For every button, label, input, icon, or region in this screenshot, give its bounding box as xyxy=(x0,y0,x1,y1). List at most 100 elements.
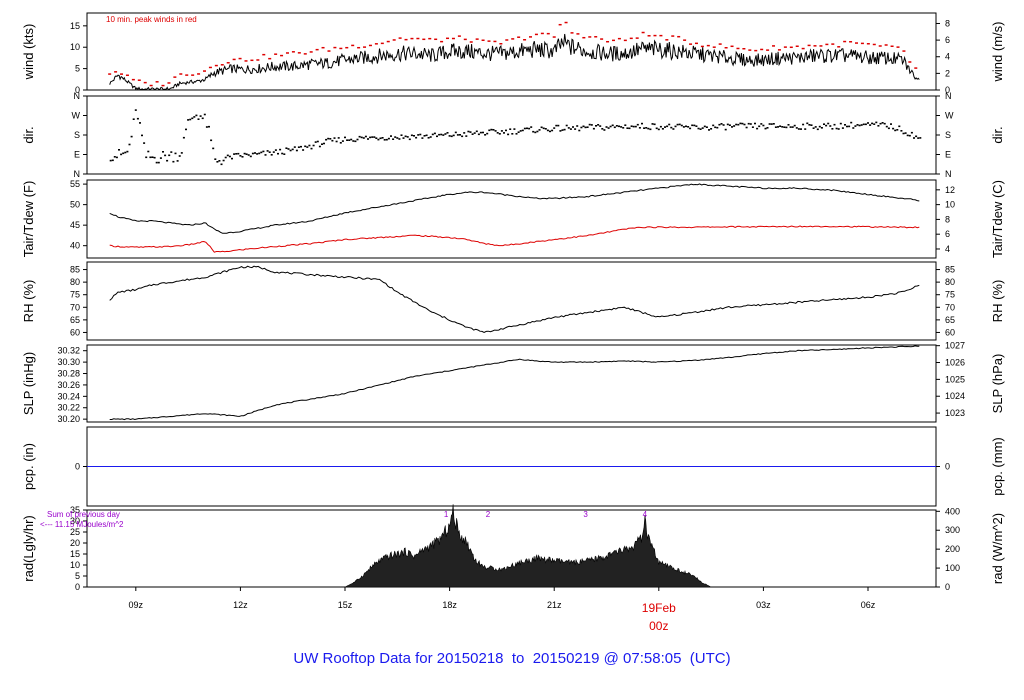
dir-point xyxy=(770,123,773,125)
dir-point xyxy=(793,124,796,127)
footer-tz: (UTC) xyxy=(689,650,731,667)
dir-point xyxy=(461,135,464,138)
dir-point xyxy=(346,139,349,141)
dir-point xyxy=(618,125,620,128)
dir-point xyxy=(166,159,169,162)
panel-frame-dir xyxy=(86,95,937,175)
dir-point xyxy=(653,123,656,126)
dir-point xyxy=(479,131,482,134)
xtick-label: 15z xyxy=(338,600,353,610)
ytick-right-label-slp: 1023 xyxy=(945,408,965,418)
dir-point xyxy=(471,133,474,135)
ytick-label-pcp: 0 xyxy=(75,462,80,472)
dir-point xyxy=(406,136,409,138)
dir-point xyxy=(260,151,263,154)
dir-point xyxy=(814,126,817,128)
dir-point xyxy=(542,127,545,130)
xtick-label: 18z xyxy=(442,600,457,610)
ytick-right-label-pcp: 0 xyxy=(945,462,950,472)
dir-point xyxy=(908,134,911,137)
dir-point xyxy=(873,123,876,125)
dir-point xyxy=(883,122,886,125)
dir-point xyxy=(268,151,271,153)
dir-point xyxy=(808,124,811,126)
dir-point xyxy=(569,128,572,130)
ylabel-wind: wind (kts) xyxy=(21,24,36,81)
dir-point xyxy=(111,159,114,162)
panel-frame-slp xyxy=(86,344,937,423)
dir-point xyxy=(528,127,531,130)
dir-point xyxy=(833,123,836,126)
dir-point xyxy=(712,124,715,127)
dir-point xyxy=(726,123,729,126)
dir-point xyxy=(337,137,340,139)
dir-point xyxy=(348,139,351,141)
dir-point xyxy=(262,150,265,153)
dir-point xyxy=(731,126,733,128)
dir-point xyxy=(122,152,125,155)
dir-point xyxy=(860,124,863,126)
ytick-right-label-temp: 8 xyxy=(945,214,950,224)
ytick-right-label-rad: 0 xyxy=(945,582,950,592)
dir-point xyxy=(768,123,771,125)
dir-point xyxy=(130,135,133,138)
dir-point xyxy=(115,156,118,159)
dir-point xyxy=(182,136,185,139)
dir-point xyxy=(362,137,365,139)
dir-point xyxy=(258,152,261,155)
panel-temp: 40 45 50 55 4 6 8 10 12 Tair/Tdew (F) Tair/Tdew (C… xyxy=(21,179,1005,259)
dir-point xyxy=(664,126,666,128)
dir-point xyxy=(344,136,346,139)
dir-point xyxy=(375,137,378,139)
dir-point xyxy=(854,125,857,127)
dir-point xyxy=(243,152,246,155)
ytick-label-temp: 50 xyxy=(70,200,80,210)
x-axis: 09z 12z 15z 18z 21z 03z 06z 19Feb 00z xyxy=(129,587,876,633)
dir-point xyxy=(850,121,853,124)
dir-point xyxy=(800,128,802,130)
dir-point xyxy=(141,134,143,137)
ytick-right-label-temp: 12 xyxy=(945,185,955,195)
dir-point xyxy=(467,130,470,133)
dir-point xyxy=(256,153,259,155)
ytick-label-dir: N xyxy=(74,169,81,179)
dir-point xyxy=(498,133,501,135)
dir-point xyxy=(580,126,583,129)
ytick-right-label-rad: 200 xyxy=(945,544,960,554)
dir-point xyxy=(636,123,639,126)
dir-point xyxy=(540,126,543,129)
dir-point xyxy=(377,138,380,141)
dir-point xyxy=(835,127,838,130)
dir-point xyxy=(396,137,399,139)
dir-point xyxy=(521,129,524,132)
dir-point xyxy=(312,144,315,147)
dir-point xyxy=(293,146,296,148)
dir-point xyxy=(321,143,323,145)
dir-point xyxy=(751,126,754,128)
footer-title: UW Rooftop Data for 20150218 to 20150219… xyxy=(0,650,1024,667)
dir-point xyxy=(139,122,141,124)
dir-point xyxy=(745,126,748,129)
dir-point xyxy=(576,125,579,127)
dir-point xyxy=(682,126,685,128)
dir-point xyxy=(789,126,792,128)
dir-point xyxy=(651,123,654,125)
dir-point xyxy=(477,133,480,136)
dir-point xyxy=(787,124,790,126)
dir-point xyxy=(739,122,742,125)
dir-point xyxy=(869,124,872,126)
ytick-label-wind: 0 xyxy=(75,85,80,95)
dir-point xyxy=(678,123,681,126)
dir-point xyxy=(136,117,139,120)
dir-point xyxy=(609,125,612,128)
dir-point xyxy=(239,155,242,157)
dir-point xyxy=(578,129,581,132)
dir-point xyxy=(582,125,585,128)
dir-point xyxy=(289,149,292,152)
dir-point xyxy=(877,125,880,127)
dir-point xyxy=(456,134,459,136)
ytick-right-label-rad: 400 xyxy=(945,506,960,516)
xtick-label: 12z xyxy=(233,600,248,610)
dir-point xyxy=(919,137,922,139)
dir-point xyxy=(176,160,179,162)
